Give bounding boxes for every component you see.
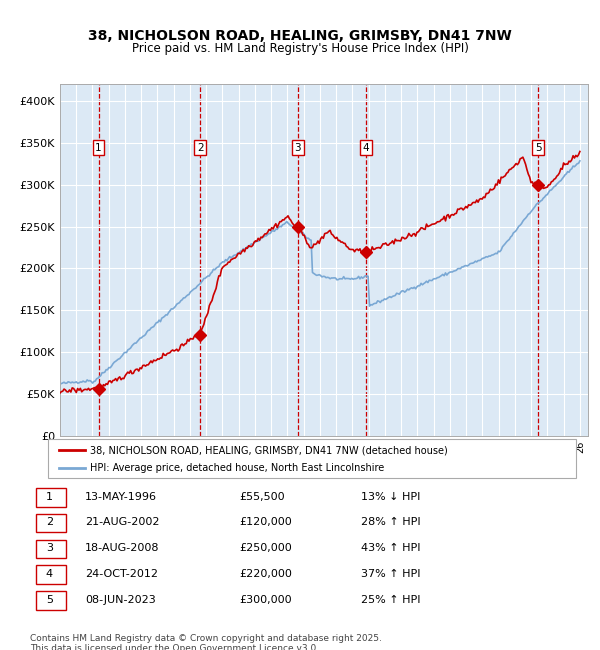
Text: 5: 5	[46, 595, 53, 604]
Text: 3: 3	[295, 143, 301, 153]
FancyBboxPatch shape	[35, 566, 66, 584]
Text: £120,000: £120,000	[240, 517, 293, 527]
Text: 08-JUN-2023: 08-JUN-2023	[85, 595, 156, 604]
Text: 1: 1	[95, 143, 102, 153]
Text: 1: 1	[46, 492, 53, 502]
Text: 3: 3	[46, 543, 53, 553]
Text: 13-MAY-1996: 13-MAY-1996	[85, 492, 157, 502]
Text: 25% ↑ HPI: 25% ↑ HPI	[361, 595, 421, 604]
FancyBboxPatch shape	[35, 540, 66, 558]
Text: 2: 2	[46, 517, 53, 527]
Text: £250,000: £250,000	[240, 543, 293, 553]
Text: Contains HM Land Registry data © Crown copyright and database right 2025.
This d: Contains HM Land Registry data © Crown c…	[30, 634, 382, 650]
Text: 24-OCT-2012: 24-OCT-2012	[85, 569, 158, 579]
Text: Price paid vs. HM Land Registry's House Price Index (HPI): Price paid vs. HM Land Registry's House …	[131, 42, 469, 55]
FancyBboxPatch shape	[35, 488, 66, 507]
Text: 43% ↑ HPI: 43% ↑ HPI	[361, 543, 421, 553]
Text: 13% ↓ HPI: 13% ↓ HPI	[361, 492, 421, 502]
Text: 5: 5	[535, 143, 542, 153]
Text: HPI: Average price, detached house, North East Lincolnshire: HPI: Average price, detached house, Nort…	[90, 463, 385, 473]
Text: 21-AUG-2002: 21-AUG-2002	[85, 517, 160, 527]
Text: 2: 2	[197, 143, 203, 153]
Text: 38, NICHOLSON ROAD, HEALING, GRIMSBY, DN41 7NW: 38, NICHOLSON ROAD, HEALING, GRIMSBY, DN…	[88, 29, 512, 44]
FancyBboxPatch shape	[35, 591, 66, 610]
Text: 18-AUG-2008: 18-AUG-2008	[85, 543, 160, 553]
Text: £55,500: £55,500	[240, 492, 286, 502]
Text: 37% ↑ HPI: 37% ↑ HPI	[361, 569, 421, 579]
Text: £300,000: £300,000	[240, 595, 292, 604]
Text: 38, NICHOLSON ROAD, HEALING, GRIMSBY, DN41 7NW (detached house): 38, NICHOLSON ROAD, HEALING, GRIMSBY, DN…	[90, 445, 448, 456]
Text: 28% ↑ HPI: 28% ↑ HPI	[361, 517, 421, 527]
FancyBboxPatch shape	[48, 439, 576, 478]
Text: 4: 4	[362, 143, 369, 153]
Text: £220,000: £220,000	[240, 569, 293, 579]
FancyBboxPatch shape	[35, 514, 66, 532]
Text: 4: 4	[46, 569, 53, 579]
